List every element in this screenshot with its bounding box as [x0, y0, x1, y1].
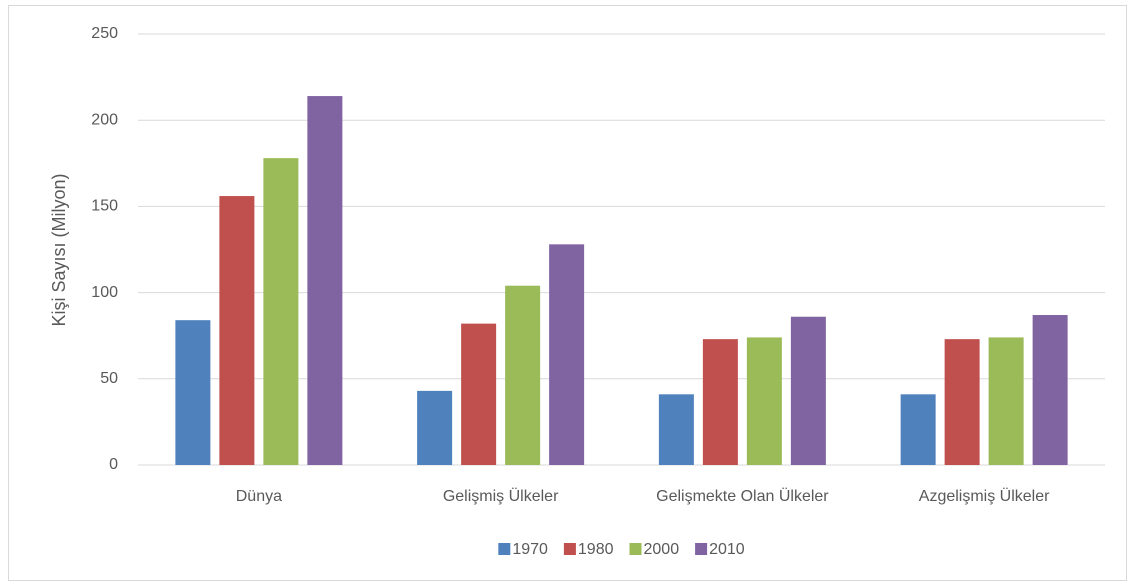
y-axis-label: Kişi Sayısı (Milyon) [49, 173, 69, 326]
bar [988, 337, 1024, 465]
legend-swatch [498, 543, 511, 555]
bar [417, 390, 453, 465]
bar [1032, 315, 1068, 465]
legend-label: 1970 [512, 541, 548, 558]
bar [746, 337, 782, 465]
y-tick-label: 200 [91, 111, 118, 128]
legend-swatch [629, 543, 642, 555]
bar [307, 96, 343, 466]
y-tick-label: 250 [91, 25, 118, 42]
bar [702, 339, 738, 465]
bar [505, 285, 541, 465]
x-tick-label: Azgelişmiş Ülkeler [919, 487, 1050, 505]
legend-label: 2010 [709, 541, 745, 558]
legend-swatch [695, 543, 708, 555]
y-tick-label: 100 [91, 284, 118, 301]
x-tick-label: Gelişmekte Olan Ülkeler [656, 487, 829, 505]
y-tick-label: 150 [91, 198, 118, 215]
x-tick-label: Dünya [236, 488, 282, 505]
y-tick-label: 0 [109, 456, 118, 473]
legend-label: 2000 [644, 541, 680, 558]
bar [263, 158, 299, 466]
bar [944, 339, 980, 465]
bar [658, 394, 694, 465]
bar [461, 323, 497, 465]
x-tick-label: Gelişmiş Ülkeler [443, 487, 559, 505]
bar [219, 196, 255, 465]
bar [175, 320, 211, 465]
bar [790, 316, 826, 465]
legend-swatch [563, 543, 576, 555]
y-tick-label: 50 [100, 370, 118, 387]
bar [900, 394, 936, 465]
legend-label: 1980 [578, 541, 614, 558]
bar [549, 244, 585, 465]
